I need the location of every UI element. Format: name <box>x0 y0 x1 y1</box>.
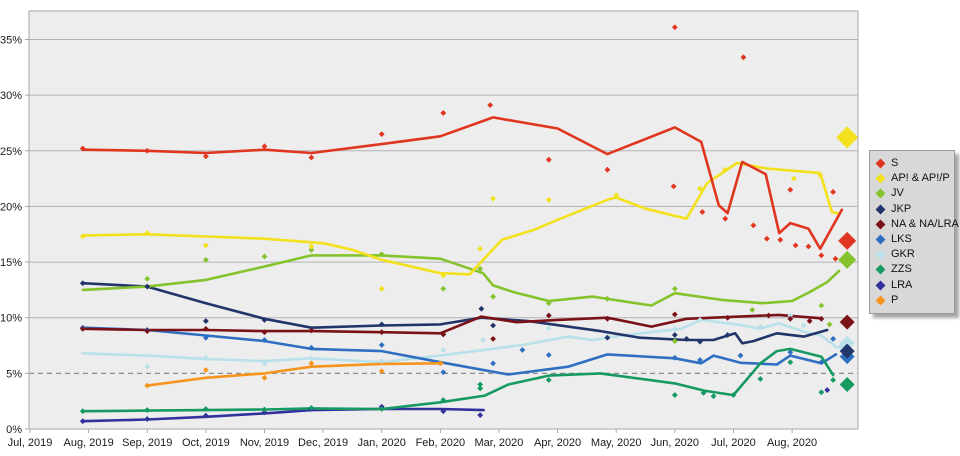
legend-diamond-icon <box>875 280 886 291</box>
legend-item-JV: JV <box>875 186 948 201</box>
y-axis-labels: 0% 5% 10% 15% 20% 25% 30% 35% <box>0 35 22 437</box>
x-tick-label: Apr, 2020 <box>534 437 581 449</box>
y-tick-label: 5% <box>6 368 22 380</box>
legend-item-ZZS: ZZS <box>875 262 948 277</box>
series-scatter-JV <box>144 246 833 344</box>
y-tick-label: 0% <box>6 424 22 436</box>
legend-diamond-icon <box>875 158 886 169</box>
legend-label: NA & NA/LRA <box>891 217 959 230</box>
legend-item-AP! & AP!/P: AP! & AP!/P <box>875 171 950 186</box>
legend-label: GKR <box>891 248 915 261</box>
series-result-marker-JV <box>838 250 857 269</box>
series-scatter-S <box>79 24 839 262</box>
legend-diamond-icon <box>875 249 886 260</box>
series-result-marker-NA & NA/LRA <box>839 314 855 330</box>
legend-diamond-icon <box>875 295 886 306</box>
legend-label: P <box>891 293 899 306</box>
series-result-marker-GKR <box>839 335 855 351</box>
series-scatter-ZZS <box>79 359 836 415</box>
x-tick-label: May, 2020 <box>591 437 642 449</box>
x-tick-label: Jan, 2020 <box>358 437 406 449</box>
legend-item-LKS: LKS <box>875 232 948 247</box>
y-tick-label: 35% <box>0 35 22 47</box>
legend-item-LRA: LRA <box>875 278 948 293</box>
series-line-ZZS <box>81 347 835 413</box>
legend-label: ZZS <box>891 263 912 276</box>
x-tick-label: Jul, 2020 <box>711 437 756 449</box>
legend-item-JKP: JKP <box>875 202 948 217</box>
y-tick-label: 20% <box>0 201 22 213</box>
legend-item-GKR: GKR <box>875 247 948 262</box>
x-tick-label: Jun, 2020 <box>651 437 699 449</box>
x-tick-label: Mar, 2020 <box>474 437 523 449</box>
legend-label: AP! & AP!/P <box>891 172 950 185</box>
legend-label: JKP <box>891 202 912 215</box>
series-result-marker-S <box>838 231 857 250</box>
series-line-LKS <box>81 326 838 376</box>
y-tick-label: 30% <box>0 90 22 102</box>
legend-diamond-icon <box>875 204 886 215</box>
legend-item-P: P <box>875 293 948 308</box>
series-line-NA & NA/LRA <box>81 313 823 335</box>
series-line-S <box>81 116 844 250</box>
series-result-marker-ZZS <box>839 376 855 392</box>
legend-label: LRA <box>891 278 913 291</box>
x-tick-label: Aug, 2020 <box>767 437 817 449</box>
x-tick-label: Feb, 2020 <box>416 437 466 449</box>
legend-label: LKS <box>891 233 912 246</box>
legend-label: JV <box>891 187 904 200</box>
legend-diamond-icon <box>875 234 886 245</box>
x-tick-label: Jul, 2019 <box>8 437 53 449</box>
y-tick-label: 25% <box>0 146 22 158</box>
series-scatter-AP! & AP!/P <box>79 166 824 292</box>
series-scatter-P <box>144 360 444 389</box>
legend-diamond-icon <box>875 189 886 199</box>
legend-diamond-icon <box>875 264 886 275</box>
plot-area <box>29 11 858 429</box>
series-result-marker-AP! & AP!/P <box>836 126 859 149</box>
x-axis-labels: Jul, 2019 Aug, 2019 Sep, 2019 Oct, 2019 Nov,… <box>8 429 817 449</box>
series-line-JV <box>81 254 841 307</box>
series-scatter-NA & NA/LRA <box>79 311 825 342</box>
legend-item-S: S <box>875 156 948 171</box>
y-tick-label: 10% <box>0 313 22 325</box>
series-result-marker-JKP <box>839 343 855 359</box>
legend-diamond-icon <box>875 219 886 230</box>
series-line-AP! & AP!/P <box>81 161 839 276</box>
series-line-P <box>145 361 444 387</box>
legend-item-NA & NA/LRA: NA & NA/LRA <box>875 217 959 232</box>
legend-diamond-icon <box>875 173 886 184</box>
x-tick-label: Sep, 2019 <box>122 437 172 449</box>
x-tick-label: Oct, 2019 <box>182 437 230 449</box>
chart-legend: S AP! & AP!/P JV JKP NA & NA/LRA LKS GKR ZZS LRA… <box>869 150 959 314</box>
y-tick-label: 15% <box>0 257 22 269</box>
series-line-LRA <box>81 407 486 423</box>
x-tick-label: Nov, 2019 <box>240 437 289 449</box>
x-tick-label: Aug, 2019 <box>64 437 114 449</box>
legend-label: S <box>891 157 899 170</box>
plot-border <box>28 10 859 430</box>
x-tick-label: Dec, 2019 <box>298 437 348 449</box>
